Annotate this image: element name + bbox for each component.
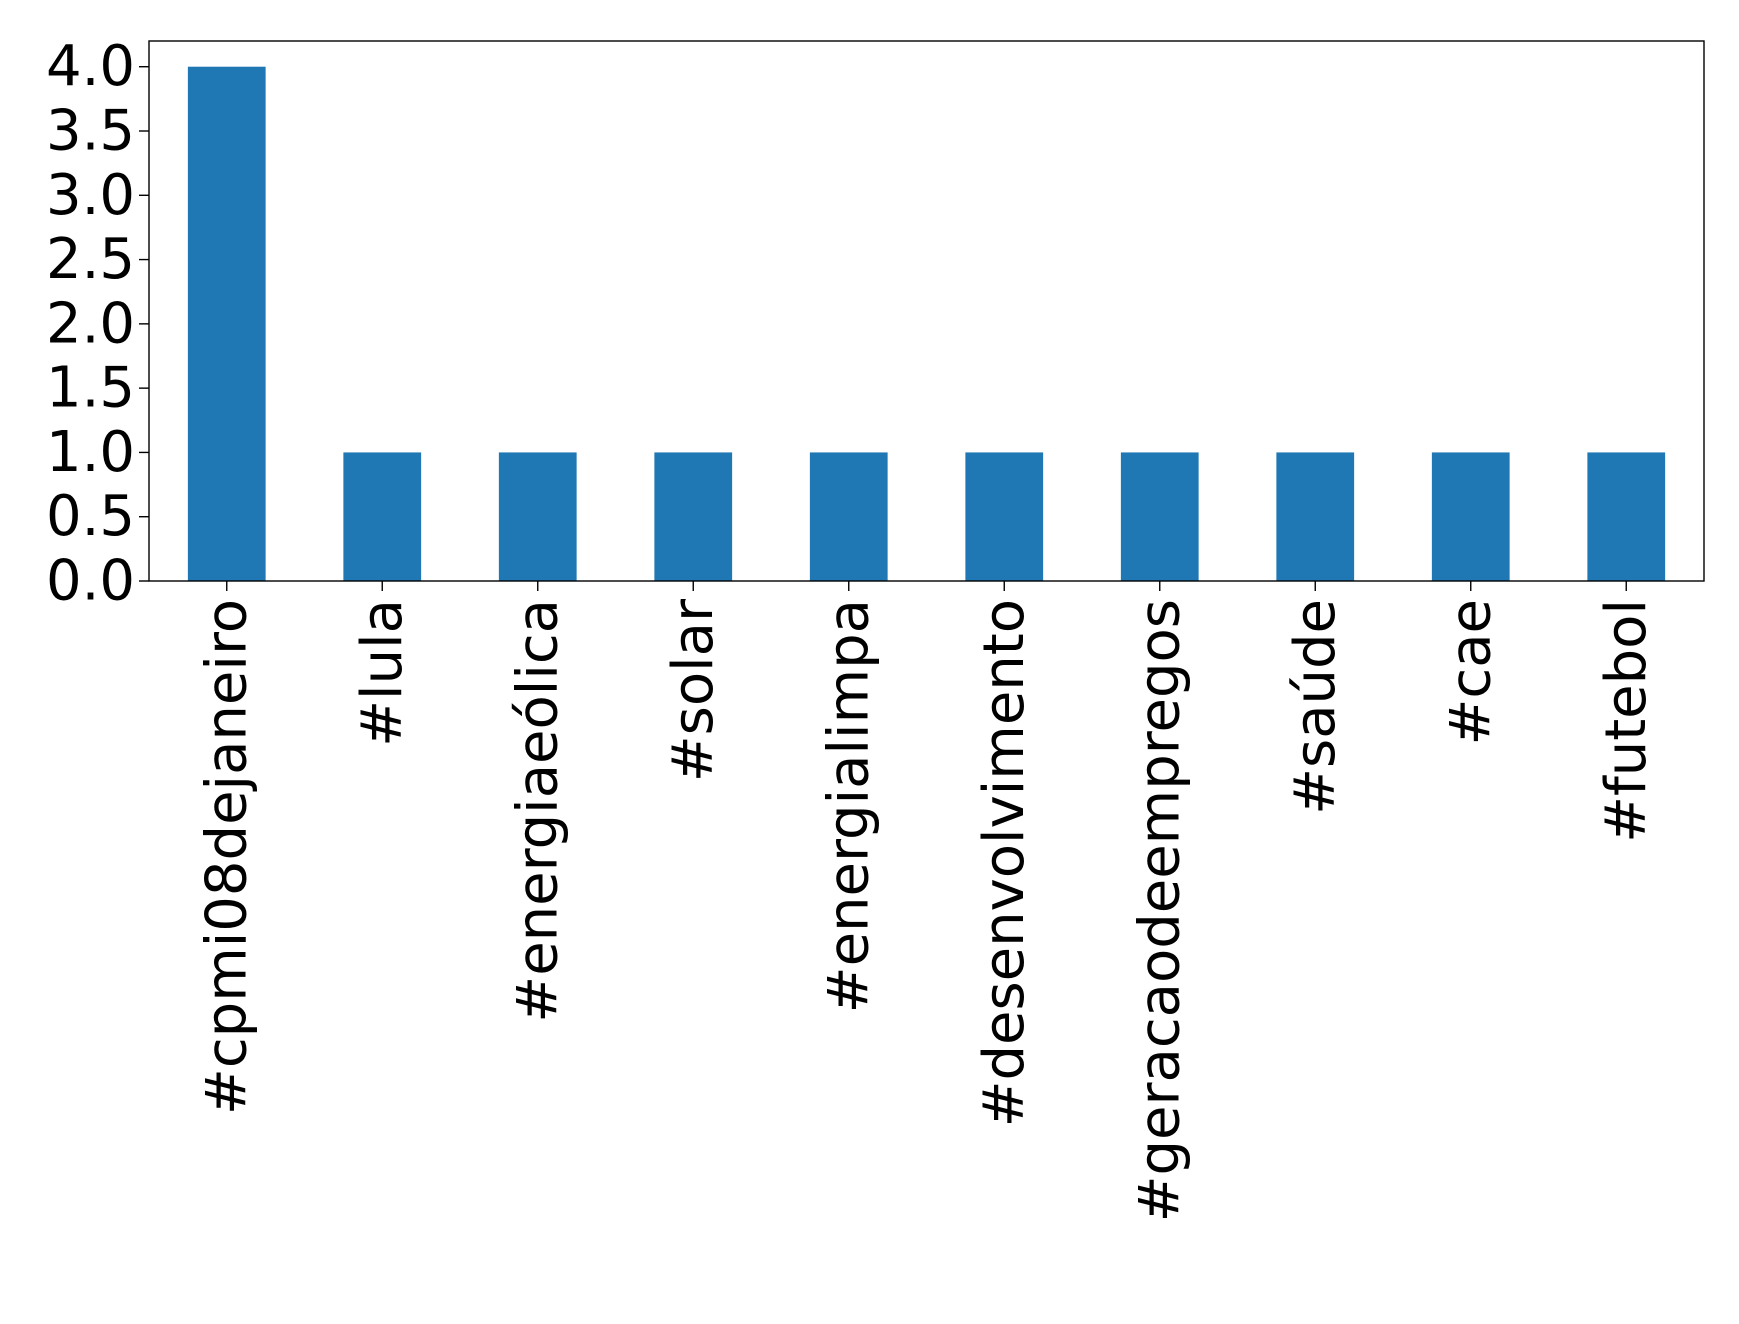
bar-5: [965, 452, 1044, 581]
x-tick-label: #saúde: [1283, 599, 1348, 815]
y-tick-label: 2.5: [46, 227, 135, 292]
x-tick-label: #cpmi08dejaneiro: [194, 599, 259, 1115]
y-tick-label: 1.0: [46, 420, 135, 485]
x-tick-label: #futebol: [1594, 599, 1659, 843]
x-axis: #cpmi08dejaneiro #lula #energiaeólica #sola…: [194, 581, 1659, 1222]
x-tick-label: #geracaodeempregos: [1127, 599, 1192, 1222]
bar-0: [187, 66, 266, 581]
bar-6: [1120, 452, 1199, 581]
x-tick-label: #desenvolvimento: [972, 599, 1037, 1127]
y-tick-label: 3.0: [46, 163, 135, 228]
bar-4: [809, 452, 888, 581]
x-tick-label: #energialimpa: [816, 599, 881, 1013]
plot-frame: [148, 40, 1705, 582]
y-tick-label: 3.5: [46, 99, 135, 164]
bar-3: [654, 452, 733, 581]
y-tick-label: 1.5: [46, 356, 135, 421]
x-tick-label: #solar: [661, 598, 726, 782]
bar-8: [1431, 452, 1510, 581]
x-tick-label: #cae: [1438, 599, 1503, 745]
x-tick-label: #energiaeólica: [505, 599, 570, 1023]
y-tick-label: 4.0: [46, 34, 135, 99]
y-tick-label: 0.5: [46, 484, 135, 549]
x-tick-label: #lula: [350, 599, 415, 747]
bars-layer: [187, 66, 1666, 581]
bar-2: [498, 452, 577, 581]
y-tick-label: 2.0: [46, 291, 135, 356]
y-tick-label: 0.0: [46, 549, 135, 614]
bar-1: [343, 452, 422, 581]
bar-7: [1276, 452, 1355, 581]
bar-9: [1587, 452, 1666, 581]
y-axis: 0.00.51.01.52.02.53.03.54.0: [46, 34, 149, 614]
